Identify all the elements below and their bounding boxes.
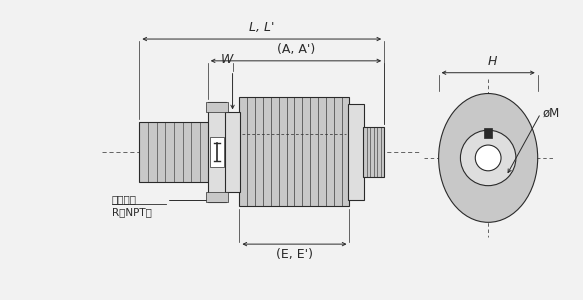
Text: (E, E'): (E, E') — [276, 248, 313, 261]
Bar — [208, 102, 226, 202]
Text: 接続口径: 接続口径 — [112, 194, 136, 205]
Text: øM: øM — [543, 107, 560, 120]
Bar — [206, 192, 227, 202]
Bar — [484, 128, 492, 138]
Bar — [210, 137, 224, 167]
Ellipse shape — [438, 94, 538, 222]
Text: R（NPT）: R（NPT） — [112, 208, 152, 218]
Text: H: H — [487, 55, 497, 68]
Bar — [139, 122, 209, 182]
Circle shape — [461, 130, 516, 186]
Bar — [240, 98, 349, 206]
Bar — [363, 127, 384, 177]
Bar — [224, 112, 240, 192]
Text: W: W — [220, 53, 233, 66]
Bar — [349, 104, 364, 200]
Text: (A, A'): (A, A') — [277, 43, 315, 56]
Text: L, L': L, L' — [249, 21, 275, 34]
Bar — [206, 102, 227, 112]
Circle shape — [475, 145, 501, 171]
